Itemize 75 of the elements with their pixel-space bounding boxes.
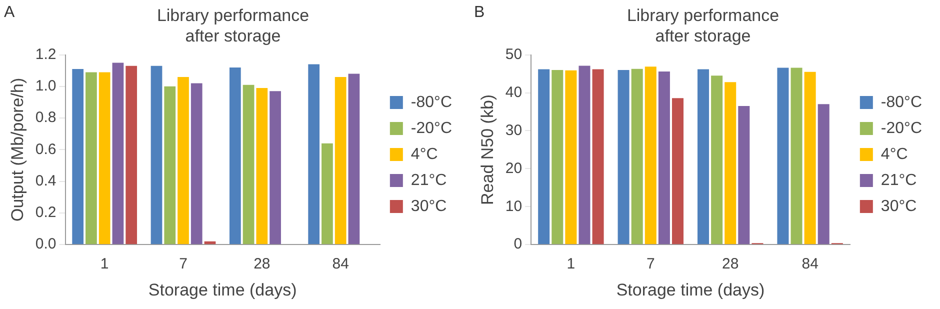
bar xyxy=(711,76,723,244)
x-tick-label: 84 xyxy=(332,256,349,273)
bar xyxy=(818,104,830,244)
x-tick-label: 7 xyxy=(646,256,655,273)
chart-title: Library performance after storage xyxy=(156,6,310,46)
bar xyxy=(565,70,577,244)
x-tick-label: 28 xyxy=(254,256,270,273)
y-tick-label: 0.4 xyxy=(35,172,56,190)
chart-title: Library performance after storage xyxy=(626,6,780,46)
bar xyxy=(618,70,630,244)
y-tick-label: 0.8 xyxy=(35,109,56,126)
bar xyxy=(348,74,360,244)
y-tick-label: 10 xyxy=(505,198,522,215)
bar xyxy=(98,72,110,244)
bar xyxy=(164,86,176,244)
y-tick-label: 40 xyxy=(505,84,522,101)
bar xyxy=(644,66,656,244)
y-axis-title: Read N50 (kb) xyxy=(478,94,497,205)
y-tick-label: 0.6 xyxy=(35,140,56,158)
x-tick-label: 1 xyxy=(566,256,576,273)
bar xyxy=(256,88,268,244)
x-axis-title: Storage time (days) xyxy=(148,280,297,300)
legend-label: -20°C xyxy=(880,120,922,137)
x-tick-label: 1 xyxy=(100,256,109,273)
text: A xyxy=(4,4,15,22)
legend-label: 4°C xyxy=(880,146,908,163)
bar xyxy=(178,76,189,244)
bar xyxy=(72,69,84,244)
bar xyxy=(112,62,124,244)
x-tick-label: 84 xyxy=(802,256,818,273)
bar xyxy=(578,66,590,244)
legend-label: 30°C xyxy=(410,198,447,215)
legend-label: -80°C xyxy=(880,94,922,111)
bar xyxy=(86,72,97,244)
bar xyxy=(204,241,216,244)
legend-label: 21°C xyxy=(410,172,447,189)
legend-label: 21°C xyxy=(880,172,917,189)
bar xyxy=(538,69,550,244)
y-tick-label: 0 xyxy=(514,236,522,253)
bar xyxy=(698,69,710,244)
y-tick-label: 0.0 xyxy=(35,236,56,253)
y-tick-label: 20 xyxy=(505,160,522,177)
y-tick-label: 1.0 xyxy=(35,78,56,95)
x-axis-title: Storage time (days) xyxy=(616,280,765,300)
y-tick-label: 30 xyxy=(505,122,522,139)
y-tick-label: 1.2 xyxy=(35,46,56,63)
legend-label: -20°C xyxy=(410,120,452,137)
x-tick-label: 7 xyxy=(179,256,188,273)
bar xyxy=(126,66,138,244)
legend-label: 30°C xyxy=(880,198,917,215)
x-tick-label: 28 xyxy=(722,256,739,273)
bar xyxy=(777,68,789,244)
bar xyxy=(322,143,333,244)
bar xyxy=(334,76,346,244)
bar xyxy=(150,66,162,244)
bar xyxy=(790,68,802,244)
bar xyxy=(270,91,281,244)
bar xyxy=(738,106,750,244)
bar xyxy=(672,98,684,244)
bar xyxy=(592,69,604,244)
bar xyxy=(552,70,564,244)
bar xyxy=(242,84,254,244)
text: B xyxy=(474,4,485,22)
y-tick-label: 0.2 xyxy=(35,204,56,222)
bar xyxy=(190,83,202,244)
legend-label: 4°C xyxy=(410,146,438,163)
bar xyxy=(229,67,241,244)
y-tick-label: 50 xyxy=(505,46,522,63)
legend-label: -80°C xyxy=(410,94,452,111)
bar xyxy=(804,72,816,244)
y-axis-title: Output (Mb/pore/h) xyxy=(8,78,27,222)
bar xyxy=(724,82,736,244)
bar xyxy=(658,72,670,244)
bar xyxy=(631,68,643,244)
bar xyxy=(308,64,320,244)
